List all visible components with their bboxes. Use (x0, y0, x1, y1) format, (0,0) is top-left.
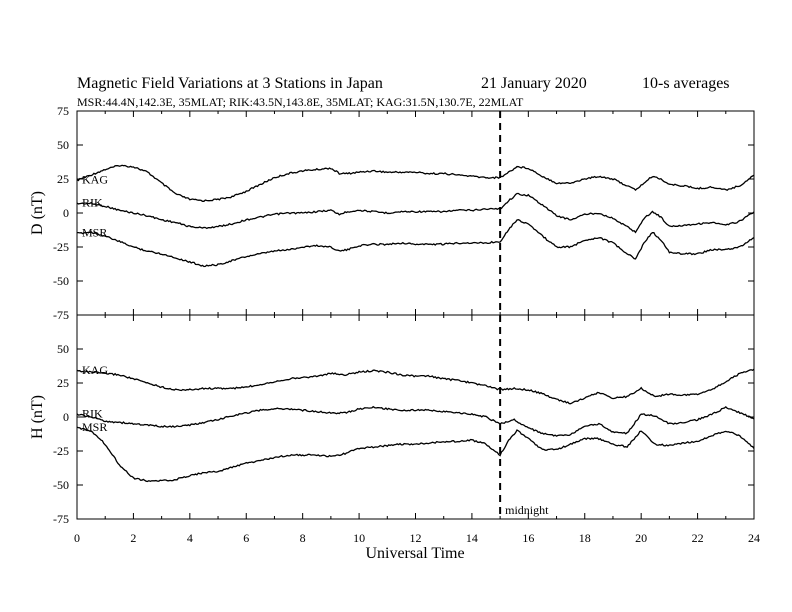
y-tick-label-d: -50 (53, 274, 69, 288)
x-axis-label: Universal Time (365, 545, 464, 562)
x-tick-label: 20 (635, 531, 647, 545)
y-tick-label-d: 0 (63, 206, 69, 220)
x-tick-label: 24 (748, 531, 760, 545)
chart-title: Magnetic Field Variations at 3 Stations … (77, 75, 383, 92)
panel-h-frame (76, 314, 755, 520)
y-tick-label-h: -25 (53, 444, 69, 458)
series-label-h-kag: KAG (82, 363, 108, 377)
series-line-h-msr (76, 426, 755, 483)
y-tick-label-h: 0 (63, 410, 69, 424)
midnight-marker-label: midnight (505, 503, 549, 517)
y-tick-label-d: 75 (57, 104, 69, 118)
series-line-d-kag (76, 164, 755, 202)
chart-resolution: 10-s averages (642, 75, 730, 92)
series-label-d-msr: MSR (82, 225, 107, 239)
chart-date: 21 January 2020 (481, 75, 587, 92)
series-label-d-kag: KAG (82, 172, 108, 186)
x-tick-label: 10 (353, 531, 365, 545)
y-tick-label-h: 25 (57, 376, 69, 390)
x-tick-label: 14 (466, 531, 478, 545)
series-label-h-rik: RIK (82, 406, 103, 420)
x-tick-label: 4 (187, 531, 193, 545)
chart-subtitle: MSR:44.4N,142.3E, 35MLAT; RIK:43.5N,143.… (77, 95, 524, 109)
y-tick-label-h: 50 (57, 342, 69, 356)
series-line-d-rik (76, 192, 755, 234)
x-tick-label: 6 (243, 531, 249, 545)
y-axis-label-d: D (nT) (29, 191, 46, 235)
y-tick-label-h: -75 (53, 512, 69, 526)
x-tick-label: 18 (579, 531, 591, 545)
y-tick-label-d: 50 (57, 138, 69, 152)
x-tick-label: 2 (130, 531, 136, 545)
series-label-h-msr: MSR (82, 420, 107, 434)
series-line-d-msr (77, 219, 755, 268)
x-tick-label: 22 (692, 531, 704, 545)
series-line-h-kag (76, 368, 755, 405)
y-axis-label-h: H (nT) (29, 395, 46, 439)
y-tick-label-h: -50 (53, 478, 69, 492)
x-tick-label: 16 (522, 531, 534, 545)
x-tick-label: 8 (300, 531, 306, 545)
y-tick-label-d: -75 (53, 308, 69, 322)
series-line-h-rik (76, 405, 755, 437)
y-tick-label-d: 25 (57, 172, 69, 186)
y-tick-label-d: -25 (53, 240, 69, 254)
x-tick-label: 0 (74, 531, 80, 545)
x-tick-label: 12 (410, 531, 422, 545)
series-label-d-rik: RIK (82, 195, 103, 209)
